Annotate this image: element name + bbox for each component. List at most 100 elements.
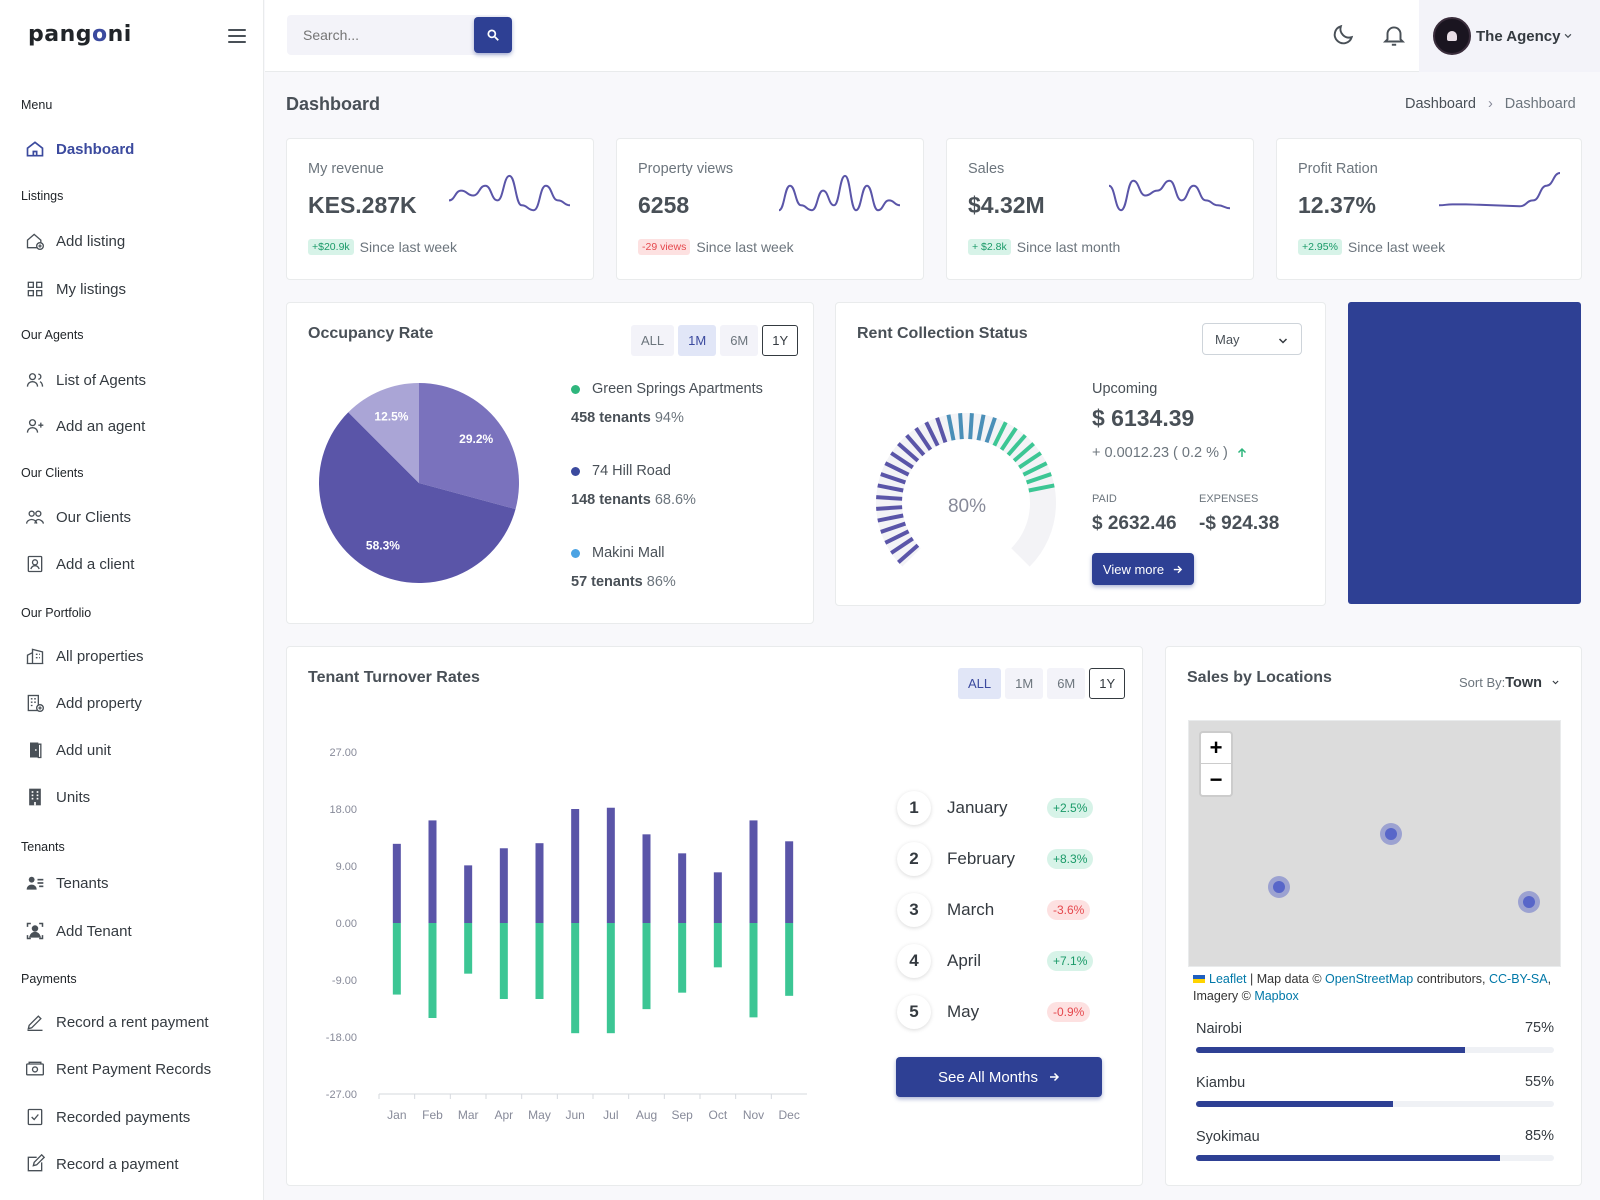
sparkline [1108, 179, 1231, 212]
search-input[interactable] [287, 15, 509, 55]
view-more-button[interactable]: View more [1092, 553, 1194, 585]
map-marker[interactable] [1518, 891, 1540, 913]
sidebar-item-add-agent[interactable]: Add an agent [24, 415, 145, 437]
tab-all[interactable]: ALL [958, 668, 1002, 699]
sidebar-item-list-of-agents[interactable]: List of Agents [24, 369, 146, 391]
sidebar-item-add-client[interactable]: Add a client [24, 553, 134, 575]
section-tenants: Tenants [21, 840, 65, 854]
bar-negative[interactable] [642, 923, 651, 1010]
leaflet-link[interactable]: Leaflet [1209, 972, 1247, 986]
bar-negative[interactable] [713, 923, 722, 968]
gauge-tick [946, 414, 956, 441]
bar-positive[interactable] [785, 841, 794, 923]
license-link[interactable]: CC-BY-SA [1488, 972, 1548, 986]
bar-positive[interactable] [464, 865, 473, 923]
bar-negative[interactable] [571, 923, 580, 1034]
tab-all[interactable]: ALL [631, 325, 675, 356]
home-icon [24, 138, 46, 160]
tab-1y[interactable]: 1Y [1089, 668, 1126, 699]
breadcrumb-link[interactable]: Dashboard [1405, 96, 1476, 112]
bar-negative[interactable] [535, 923, 544, 999]
bar-negative[interactable] [678, 923, 687, 993]
sidebar-item-my-listings[interactable]: My listings [24, 278, 126, 300]
gauge-tick [1018, 451, 1042, 470]
users-icon [24, 369, 46, 391]
sidebar-item-add-property[interactable]: Add property [24, 692, 142, 714]
tab-6m[interactable]: 6M [720, 325, 759, 356]
x-tick-label: Feb [422, 1108, 443, 1122]
section-listings: Listings [21, 189, 64, 203]
sidebar-item-dashboard[interactable]: Dashboard [24, 138, 134, 160]
menu-toggle-icon[interactable] [226, 25, 248, 45]
user-plus-icon [24, 415, 46, 437]
mapbox-link[interactable]: Mapbox [1254, 989, 1299, 1003]
attrib-text: | Map data © [1246, 972, 1325, 986]
tab-1m[interactable]: 1M [678, 325, 717, 356]
change-badge: + $2.8k [968, 239, 1011, 255]
sort-value: Town [1505, 675, 1543, 691]
bar-positive[interactable] [571, 809, 580, 923]
add-home-icon [24, 230, 46, 252]
change-text: + 0.0012.23 ( 0.2 % ) [1092, 445, 1228, 461]
tab-1y[interactable]: 1Y [762, 325, 799, 356]
month-rank: 1 [897, 791, 931, 825]
bar-negative[interactable] [606, 923, 615, 1034]
location-row: Kiambu 55% [1196, 1074, 1554, 1107]
sort-dropdown[interactable]: Sort By:Town [1459, 675, 1560, 691]
pie-slice[interactable] [319, 412, 516, 583]
kpi-label: Property views [638, 161, 734, 177]
bar-positive[interactable] [749, 820, 758, 923]
bell-icon[interactable] [1381, 22, 1407, 48]
bar-positive[interactable] [428, 820, 437, 923]
bar-positive[interactable] [499, 848, 508, 923]
grid-icon [24, 278, 46, 300]
osm-link[interactable]: OpenStreetMap [1325, 972, 1414, 986]
x-tick-label: Apr [494, 1108, 513, 1122]
month-row: 5 May -0.9% [897, 995, 1091, 1029]
bar-negative[interactable] [499, 923, 508, 999]
sidebar-item-rent-payment-records[interactable]: Rent Payment Records [24, 1058, 211, 1080]
sidebar-item-units[interactable]: Units [24, 786, 90, 808]
bar-negative[interactable] [785, 923, 794, 996]
sidebar-item-all-properties[interactable]: All properties [24, 645, 144, 667]
sidebar-item-tenants[interactable]: Tenants [24, 872, 109, 894]
bar-positive[interactable] [713, 872, 722, 923]
bar-negative[interactable] [749, 923, 758, 1018]
sidebar-item-our-clients[interactable]: Our Clients [24, 506, 131, 528]
sidebar-item-recorded-payments[interactable]: Recorded payments [24, 1106, 190, 1128]
bar-positive[interactable] [642, 834, 651, 923]
bar-negative[interactable] [428, 923, 437, 1018]
see-all-months-button[interactable]: See All Months [896, 1057, 1102, 1097]
bar-positive[interactable] [535, 843, 544, 923]
sidebar-item-add-unit[interactable]: Add unit [24, 739, 111, 761]
range-tabs: ALL 1M 6M 1Y [631, 325, 799, 356]
pie-slice[interactable] [348, 383, 419, 483]
bar-negative[interactable] [464, 923, 473, 974]
sidebar-item-add-tenant[interactable]: Add Tenant [24, 920, 132, 942]
search-icon [487, 29, 499, 41]
pie-slice[interactable] [419, 383, 519, 510]
kpi-label: Sales [968, 161, 1005, 177]
zoom-out-button[interactable]: − [1209, 766, 1223, 792]
chevron-down-icon [1565, 33, 1572, 39]
section-clients: Our Clients [21, 466, 84, 480]
map-marker[interactable] [1268, 876, 1290, 898]
moon-icon[interactable] [1330, 22, 1356, 48]
bar-positive[interactable] [606, 807, 615, 923]
sidebar-item-record-rent-payment[interactable]: Record a rent payment [24, 1011, 209, 1033]
user-menu[interactable]: The Agency [1419, 0, 1600, 72]
tab-6m[interactable]: 6M [1047, 668, 1086, 699]
app-logo[interactable]: pangoni [28, 22, 132, 47]
sidebar-item-record-payment[interactable]: Record a payment [24, 1153, 179, 1175]
month-select[interactable]: May [1202, 323, 1302, 355]
tab-1m[interactable]: 1M [1005, 668, 1044, 699]
bar-positive[interactable] [678, 853, 687, 923]
map-marker[interactable] [1380, 823, 1402, 845]
search-button[interactable] [474, 17, 512, 53]
location-map[interactable]: + − [1188, 720, 1561, 967]
bar-negative[interactable] [392, 923, 401, 995]
tenant-count: 57 tenants [571, 574, 643, 590]
bar-positive[interactable] [392, 843, 401, 923]
sidebar-item-add-listing[interactable]: Add listing [24, 230, 125, 252]
zoom-in-button[interactable]: + [1201, 733, 1231, 764]
